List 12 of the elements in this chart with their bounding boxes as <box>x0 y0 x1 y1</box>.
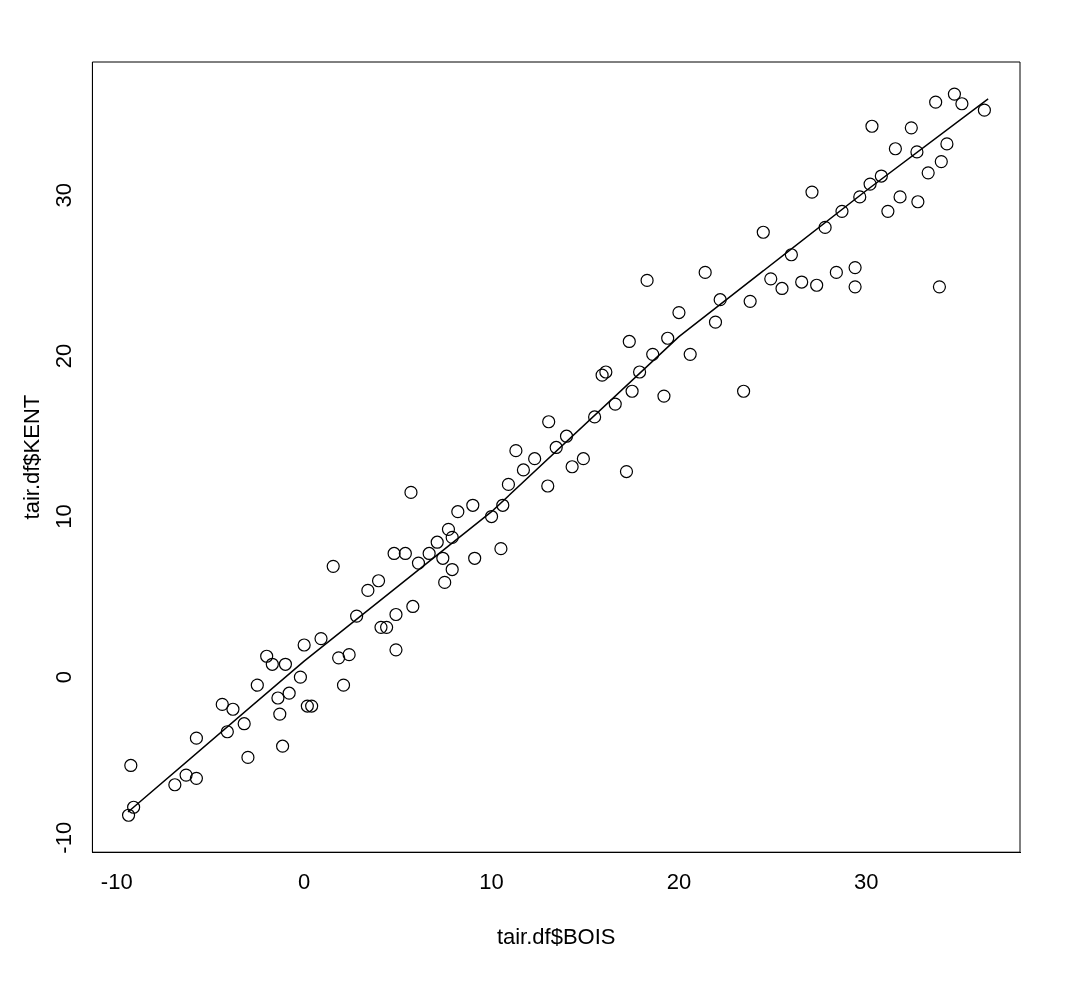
x-tick-label: 30 <box>854 869 879 895</box>
y-tick-label: -10 <box>51 821 77 854</box>
x-tick-label: 20 <box>666 869 692 895</box>
x-axis-title: tair.df$BOIS <box>496 923 616 949</box>
y-tick-label: 10 <box>51 504 77 529</box>
y-axis-title: tair.df$KENT <box>19 394 45 520</box>
y-tick-label: 0 <box>51 671 77 684</box>
x-tick-label: -10 <box>100 869 133 895</box>
y-tick-label: 20 <box>51 343 77 369</box>
x-tick-label: 10 <box>479 869 504 895</box>
y-tick-label: 30 <box>51 183 77 208</box>
x-tick-label: 0 <box>298 869 311 895</box>
